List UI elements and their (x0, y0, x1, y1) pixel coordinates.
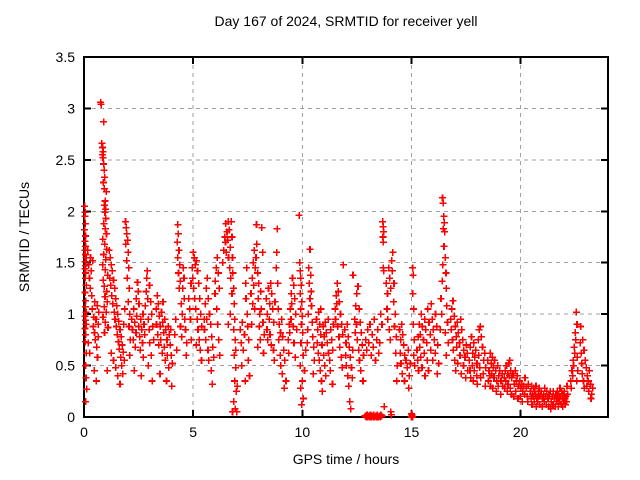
x-axis-label: GPS time / hours (292, 451, 400, 467)
svg-text:2.5: 2.5 (56, 152, 76, 168)
svg-text:1: 1 (67, 306, 75, 322)
plot-border (83, 56, 609, 418)
svg-text:0: 0 (67, 409, 75, 425)
svg-text:3.5: 3.5 (56, 49, 76, 65)
axis-tick-marks (83, 56, 608, 418)
svg-text:5: 5 (189, 424, 197, 440)
svg-text:15: 15 (404, 424, 420, 440)
svg-text:20: 20 (513, 424, 529, 440)
svg-text:2: 2 (67, 203, 75, 219)
chart-title: Day 167 of 2024, SRMTID for receiver yel… (214, 13, 478, 29)
svg-text:10: 10 (295, 424, 311, 440)
svg-text:0: 0 (80, 424, 88, 440)
svg-text:0.5: 0.5 (56, 358, 76, 374)
svg-text:1.5: 1.5 (56, 255, 76, 271)
svg-text:3: 3 (67, 100, 75, 116)
data-points (81, 98, 597, 421)
axis-tick-labels: 0 5 10 15 20 0 0.5 1 1.5 2 2.5 3 3.5 (56, 49, 529, 440)
grid-lines (84, 57, 608, 417)
